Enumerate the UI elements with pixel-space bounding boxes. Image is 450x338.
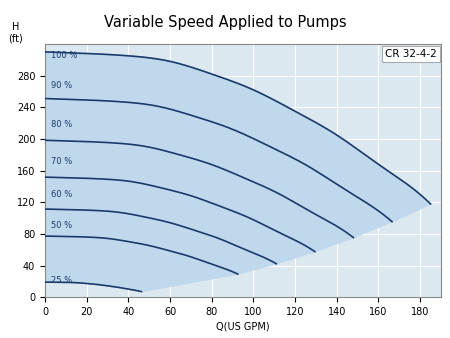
Polygon shape <box>45 52 431 292</box>
Text: 50 %: 50 % <box>51 221 72 230</box>
Text: BE  >  THINK  >  INNOVATE  >: BE > THINK > INNOVATE > <box>9 318 148 327</box>
Text: 100 %: 100 % <box>51 51 78 60</box>
Text: CR 32-4-2: CR 32-4-2 <box>385 49 437 59</box>
Text: 80 %: 80 % <box>51 120 72 129</box>
Text: 60 %: 60 % <box>51 190 72 199</box>
Text: 70 %: 70 % <box>51 157 72 166</box>
Text: 25 %: 25 % <box>51 275 72 285</box>
Text: GRUNDFOS: GRUNDFOS <box>362 316 436 329</box>
Y-axis label: H
(ft): H (ft) <box>8 22 22 44</box>
X-axis label: Q(US GPM): Q(US GPM) <box>216 321 270 331</box>
Text: Variable Speed Applied to Pumps: Variable Speed Applied to Pumps <box>104 16 346 30</box>
Text: 90 %: 90 % <box>51 81 72 90</box>
